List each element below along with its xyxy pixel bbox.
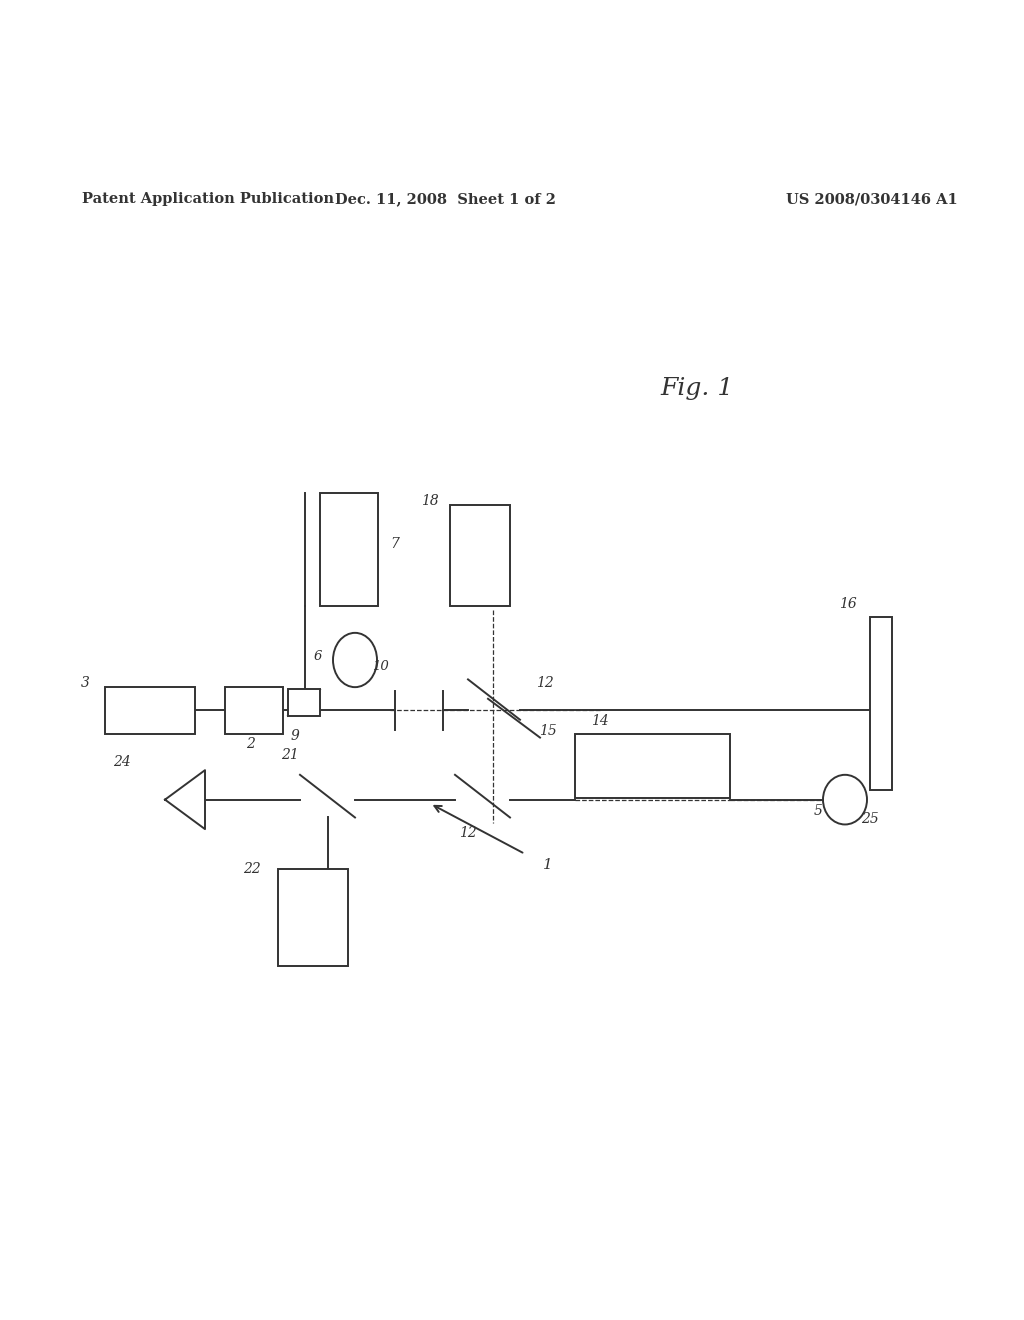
Bar: [319, 494, 378, 606]
Text: 12: 12: [459, 826, 477, 840]
Text: 1: 1: [543, 858, 553, 871]
Ellipse shape: [333, 632, 377, 688]
Bar: [288, 689, 319, 715]
Text: Dec. 11, 2008  Sheet 1 of 2: Dec. 11, 2008 Sheet 1 of 2: [335, 191, 556, 206]
Text: Patent Application Publication: Patent Application Publication: [82, 191, 334, 206]
Text: 7: 7: [390, 537, 399, 550]
Text: Fig. 1: Fig. 1: [660, 376, 733, 400]
Text: 12: 12: [537, 676, 554, 690]
Text: 9: 9: [291, 729, 299, 743]
Text: 6: 6: [313, 651, 323, 664]
Text: 21: 21: [282, 747, 299, 762]
Text: 10: 10: [372, 660, 388, 673]
Text: 18: 18: [421, 494, 439, 508]
Text: US 2008/0304146 A1: US 2008/0304146 A1: [785, 191, 957, 206]
Text: 15: 15: [539, 725, 557, 738]
Text: 2: 2: [246, 737, 254, 751]
Bar: [575, 734, 730, 799]
Text: 22: 22: [243, 862, 261, 876]
Polygon shape: [165, 770, 205, 829]
Bar: [278, 870, 348, 966]
Text: 5: 5: [813, 804, 822, 818]
Bar: [870, 618, 892, 791]
Text: 25: 25: [861, 812, 879, 826]
Bar: [105, 688, 195, 734]
Ellipse shape: [823, 775, 867, 825]
Bar: [225, 688, 283, 734]
Text: 16: 16: [839, 597, 857, 611]
Bar: [450, 504, 510, 606]
Text: 24: 24: [113, 755, 131, 770]
Text: 3: 3: [81, 676, 89, 690]
Text: 14: 14: [591, 714, 609, 727]
